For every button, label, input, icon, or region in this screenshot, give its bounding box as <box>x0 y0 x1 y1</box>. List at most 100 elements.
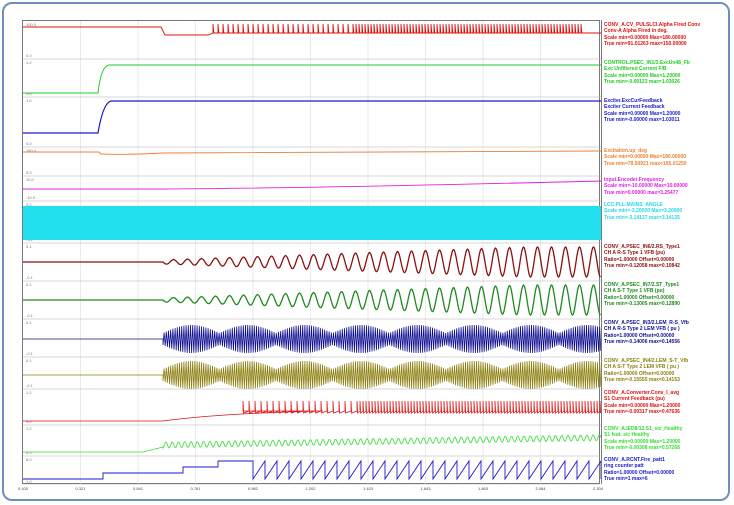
legend-line: CH A R-S Type 2 LEM VFB ( pu ) <box>604 326 680 333</box>
legend-line: True min=-0.12058 max=0.10842 <box>604 263 680 270</box>
legend-line: S1 feat. s/c Healthy <box>604 432 650 439</box>
waveform-encoder-freq <box>23 180 601 190</box>
y-axis-label: 1.2 <box>26 426 32 431</box>
y-axis-label: 180.0 <box>26 148 37 153</box>
waveform-excitation-angle <box>23 150 601 155</box>
legend-line: CH A S-T Type 1 VFB (pu) <box>604 288 665 295</box>
legend-line: Scale min=0.00000 Max=180.00000 <box>604 34 687 41</box>
waveform-rs-type1 <box>23 246 601 278</box>
legend-line: ring counter patt <box>604 463 644 470</box>
waveform-exc-unfiltered <box>23 64 601 94</box>
legend-line: Conv-A Alpha Fired in deg. <box>604 28 668 35</box>
legend-line: Scale min=-3.20000 Max=3.20000 <box>604 208 683 215</box>
legend-line: True min=78.50921 max=165.01250 <box>604 160 687 167</box>
legend-entry-8[interactable]: CONV_A.PSEC_IN3/2.LEM_R-S_Vfb CH A R-S Ty… <box>604 320 728 346</box>
legend-entry-1[interactable]: CONTROL.PSEC_IN1/3.ExcUn48_Fb Exc Unfilte… <box>604 60 728 86</box>
legend-line: Scale min=0.00000 Max=1.20000 <box>604 438 681 445</box>
legend-line: Scale min=0.00000 Max=1.20000 <box>604 402 681 409</box>
waveform-lem-rs <box>23 324 601 354</box>
legend-entry-4[interactable]: Input.Encoder.Frequency Scale min=-10.000… <box>604 177 728 196</box>
legend-line: True min=-0.00308 max=0.57268 <box>604 445 680 452</box>
legend-line: Exciter.ExcCurFeedback <box>604 98 663 104</box>
waveform-plot-area[interactable]: 100.0 0.0 1.2 0.0 1.0 0.0 180.0 0.0 10.0 -10.0 3.2… <box>22 20 601 485</box>
legend-line: Ratio=1.00000 Offset=0.00000 <box>604 294 675 301</box>
time-tick-label: 0.321 <box>75 486 86 491</box>
waveform-sic-healthy <box>23 434 601 453</box>
waveform-exciter-current <box>23 100 601 134</box>
time-tick-label: 2.084 <box>535 486 546 491</box>
y-axis-label: 0.1 <box>26 282 32 287</box>
legend-entry-11[interactable]: CONV_A.IED8/12.S1_sic_Healthy S1 feat. s/… <box>604 426 728 452</box>
time-tick-label: 1.202 <box>305 486 316 491</box>
y-axis-label: 0.0 <box>26 141 32 146</box>
legend-entry-0[interactable]: CONV_A.CV_PULSLCI.Alpha Fired Conv Conv-A… <box>604 22 728 48</box>
y-axis-label: -0.1 <box>26 313 34 318</box>
legend-line: Ratio=1.00000 Offset=0.00000 <box>604 370 675 377</box>
legend-line: CONV_A.PSEC_IN7/2.ST_Type1 <box>604 282 680 288</box>
legend-line: True min=-0.15555 max=0.14153 <box>604 377 680 384</box>
time-tick-label: 1.423 <box>363 486 374 491</box>
legend-line: Scale min=0.00000 Max=180.00000 <box>604 154 687 161</box>
y-axis-label: 1.2 <box>26 60 32 65</box>
legend-line: Excitation.up_deg <box>604 148 648 154</box>
time-tick-label: 0.541 <box>133 486 144 491</box>
legend-line: True min=91.01263 max=150.00000 <box>604 41 687 48</box>
legend-line: CONV_A.PSEC_IN4/2.LEM_S-T_Vfb <box>604 358 689 364</box>
time-tick-label: 0.100 <box>18 486 29 491</box>
legend-line: Input.Encoder.Frequency <box>604 177 665 183</box>
y-axis-label: 1.0 <box>26 479 32 484</box>
legend-line: True min=-0.00123 max=1.03026 <box>604 79 680 86</box>
waveform-ring-counter <box>23 459 601 481</box>
legend-line: CONV_A.RCNT.Fire_patt1 <box>604 457 665 463</box>
waveform-alpha-fired <box>23 23 601 36</box>
legend-entry-3[interactable]: Excitation.up_deg Scale min=0.00000 Max=1… <box>604 148 728 167</box>
y-axis-label: 1.0 <box>26 98 32 103</box>
y-axis-label: 0.0 <box>26 170 32 175</box>
y-axis-label: -0.1 <box>26 351 34 356</box>
legend-line: True min=-0.00317 max=0.47636 <box>604 409 680 416</box>
legend-line: CONTROL.PSEC_IN1/3.ExcUn48_Fb <box>604 60 690 66</box>
y-axis-label: 0.0 <box>26 53 32 58</box>
legend-line: LCC.PLL.MAINS_ANGLE <box>604 202 663 208</box>
legend-line: True min=0.00000 max=3.25477 <box>604 189 679 196</box>
legend-line: CONV_A.IED8/12.S1_sic_Healthy <box>604 426 683 432</box>
time-tick-label: 0.982 <box>248 486 259 491</box>
legend-line: Exc Unfiltered Current F/B <box>604 66 667 73</box>
y-axis-label: 10.0 <box>26 177 35 182</box>
legend-line: Exciter Current Feedback <box>604 104 665 111</box>
time-tick-label: 1.643 <box>420 486 431 491</box>
waveform-current-feedback <box>23 400 601 422</box>
y-axis-label: 0.0 <box>26 419 32 424</box>
legend-line: S1 Current Feedback (pu) <box>604 396 665 403</box>
y-axis-label: 0.1 <box>26 244 32 249</box>
legend-entry-12[interactable]: CONV_A.RCNT.Fire_patt1 ring counter patt R… <box>604 457 728 483</box>
time-tick-label: 0.761 <box>190 486 201 491</box>
legend-entry-7[interactable]: CONV_A.PSEC_IN7/2.ST_Type1 CH A S-T Type … <box>604 282 728 308</box>
time-tick-label: 2.304 <box>593 486 604 491</box>
legend-entry-6[interactable]: CONV_A.PSEC_IN6/2.RS_Type1 CH A R-S Type … <box>604 244 728 270</box>
legend-entry-5[interactable]: LCC.PLL.MAINS_ANGLE Scale min=-3.20000 Ma… <box>604 202 728 221</box>
legend-line: Scale min=0.00000 Max=1.20000 <box>604 72 681 79</box>
y-axis-label: 3.2 <box>26 202 32 207</box>
legend-line: CH A S-T Type 2 LEM VFB ( pu ) <box>604 364 680 371</box>
legend-line: True min=-0.14006 max=0.14556 <box>604 339 680 346</box>
legend-entry-10[interactable]: CONV_A.Converter.Conv_I_avg S1 Current Fe… <box>604 390 728 416</box>
channel-legend: CONV_A.CV_PULSLCI.Alpha Fired Conv Conv-A… <box>601 20 728 484</box>
legend-entry-2[interactable]: Exciter.ExcCurFeedback Exciter Current Fe… <box>604 98 728 124</box>
legend-line: True min=1 max=6 <box>604 476 648 483</box>
legend-line: True min=-3.14137 max=3.14135 <box>604 214 680 221</box>
legend-line: Scale min=-10.00000 Max=10.00000 <box>604 183 688 190</box>
y-axis-label: 1.2 <box>26 390 32 395</box>
y-axis-label: 0.1 <box>26 358 32 363</box>
legend-line: True min=-0.00000 max=1.03011 <box>604 117 680 124</box>
y-axis-label: 0.0 <box>26 450 32 455</box>
legend-entry-9[interactable]: CONV_A.PSEC_IN4/2.LEM_S-T_Vfb CH A S-T Ty… <box>604 358 728 384</box>
y-axis-label: 100.0 <box>26 22 37 27</box>
legend-line: Ratio=1.00000 Offset=0.00000 <box>604 469 675 476</box>
y-axis-label: -0.1 <box>26 383 34 388</box>
time-tick-label: 1.863 <box>478 486 489 491</box>
y-axis-label: 0.1 <box>26 320 32 325</box>
waveform-lem-st <box>23 360 601 390</box>
legend-line: Ratio=1.00000 Offset=0.00000 <box>604 256 675 263</box>
